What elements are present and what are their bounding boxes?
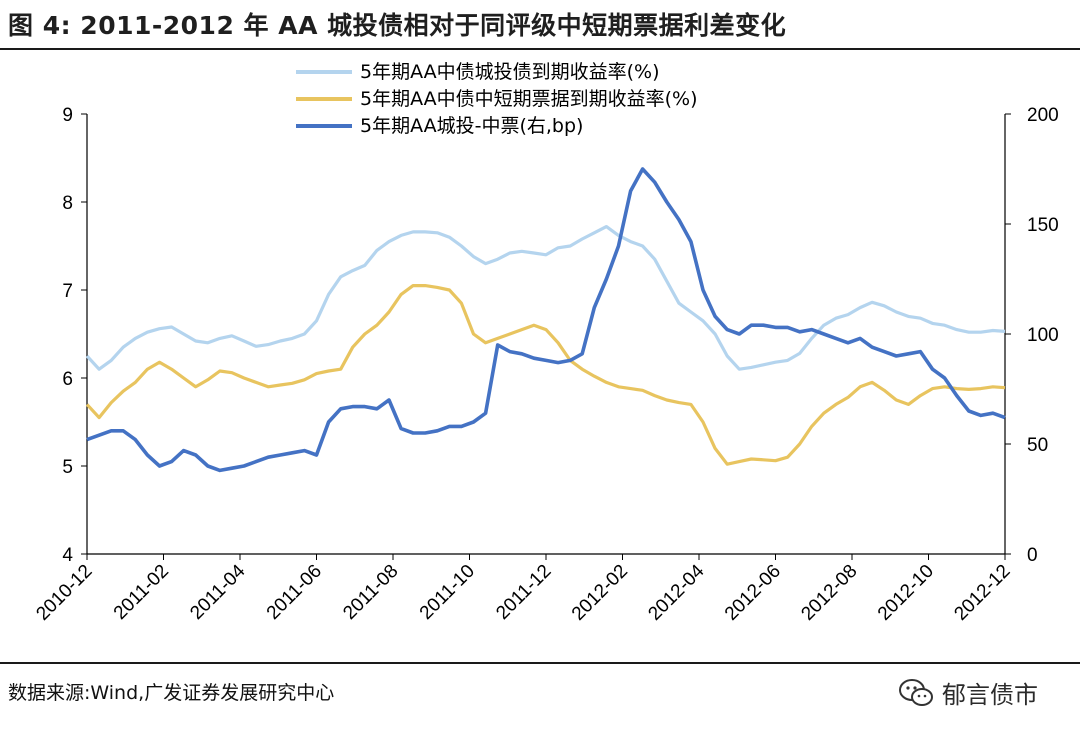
x-tick-label: 2012-10 <box>874 561 938 625</box>
x-tick-label: 2012-08 <box>797 561 861 625</box>
right-tick-label: 0 <box>1027 545 1038 566</box>
series-line-2 <box>85 284 1006 466</box>
x-tick-label: 2012-06 <box>721 561 785 625</box>
right-tick-label: 100 <box>1027 325 1059 346</box>
chart-title: 图 4: 2011-2012 年 AA 城投债相对于同评级中短期票据利差变化 <box>8 11 787 40</box>
left-tick-label: 8 <box>62 193 73 214</box>
bottom-rule <box>0 662 1080 664</box>
top-rule <box>0 48 1080 50</box>
watermark-text: 郁言债市 <box>942 681 1038 709</box>
x-tick-label: 2011-12 <box>492 561 555 624</box>
x-tick-label: 2012-04 <box>644 560 708 624</box>
legend-label-1: 5年期AA中债城投债到期收益率(%) <box>360 61 660 83</box>
x-tick-label: 2012-02 <box>568 561 632 625</box>
x-tick-label: 2011-02 <box>110 561 173 624</box>
legend-label-2: 5年期AA中债中短期票据到期收益率(%) <box>360 88 698 110</box>
x-tick-label: 2011-04 <box>186 560 249 623</box>
x-tick-label: 2011-08 <box>339 561 402 624</box>
x-tick-label: 2011-06 <box>263 561 326 624</box>
left-tick-label: 5 <box>62 457 73 478</box>
x-tick-label: 2012-12 <box>950 561 1014 625</box>
source-note: 数据来源:Wind,广发证券发展研究中心 <box>8 682 335 704</box>
series-line-3 <box>86 167 1006 473</box>
x-tick-label: 2011-10 <box>416 561 479 624</box>
wechat-icon <box>899 678 933 706</box>
right-tick-label: 200 <box>1027 105 1059 126</box>
left-tick-label: 9 <box>62 105 73 126</box>
left-tick-label: 4 <box>62 545 73 566</box>
x-tick-label: 2010-12 <box>32 561 96 625</box>
left-tick-label: 7 <box>62 281 73 302</box>
series-line-1 <box>85 225 1006 371</box>
watermark: 郁言债市 <box>898 675 1038 710</box>
right-tick-label: 150 <box>1027 215 1059 236</box>
left-tick-label: 6 <box>62 369 73 390</box>
legend-label-3: 5年期AA城投-中票(右,bp) <box>360 115 583 137</box>
right-tick-label: 50 <box>1027 435 1048 456</box>
